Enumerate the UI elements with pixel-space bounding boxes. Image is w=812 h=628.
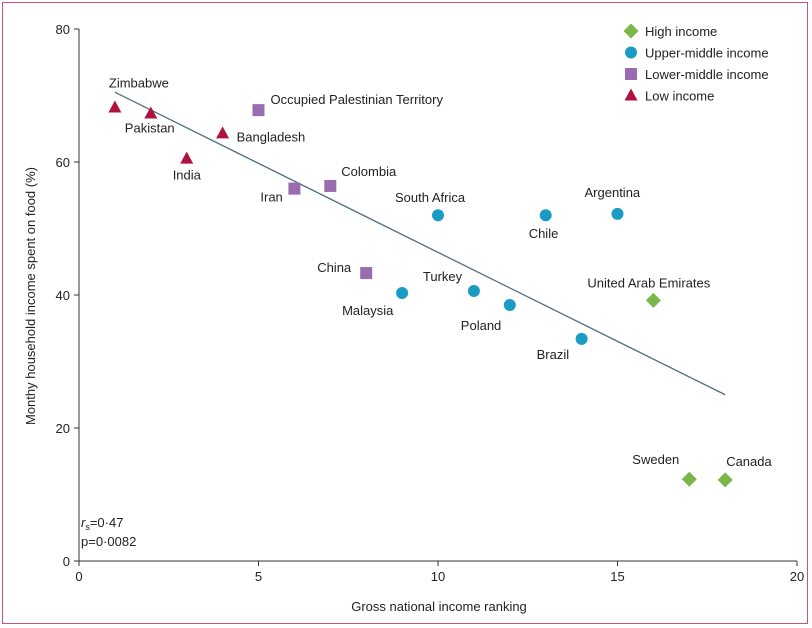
y-tick-label: 80 [56,22,70,37]
stats-annotation: rs=0·47 p=0·0082 [81,515,136,549]
point-label: Malaysia [342,303,394,318]
point-brazil [575,332,588,345]
x-tick-label: 5 [255,569,262,584]
point-label: China [317,260,352,275]
point-label: Chile [529,226,559,241]
point-canada [717,472,733,488]
point-united-arab-emirates [645,292,661,308]
svg-text:rs=0·47: rs=0·47 [81,515,123,532]
legend: High income Upper-middle income Lower-midd… [623,23,769,104]
x-tick-label: 15 [610,569,624,584]
point-south-africa [432,209,444,222]
x-tick-label: 0 [75,569,82,584]
y-axis-label: Monthy household income spent on food (%… [23,167,38,425]
point-label: Occupied Palestinian Territory [271,92,444,107]
point-label: Argentina [585,185,641,200]
point-iran [288,182,301,195]
point-argentina [611,207,624,220]
point-zimbabwe [108,100,122,113]
data-points [108,100,733,488]
legend-marker-triangle [624,88,638,101]
point-turkey [467,285,480,298]
point-label: Turkey [423,269,463,284]
x-tick-label: 20 [790,569,804,584]
y-tick-label: 20 [56,421,70,436]
point-labels: United Arab Emirates Sweden Canada South Af… [109,75,773,468]
legend-marker-square [625,68,637,80]
point-label: Canada [726,454,772,469]
point-label: Colombia [341,164,397,179]
axes: 0 5 10 15 20 0 20 40 60 80 [56,22,805,584]
legend-marker-circle [625,46,637,59]
point-label: United Arab Emirates [587,275,710,290]
point-colombia [324,179,337,192]
point-label: Brazil [537,347,570,362]
point-label: Poland [461,318,501,333]
r-subscript: s [85,522,90,532]
point-label: Zimbabwe [109,75,169,90]
point-chile [539,209,552,222]
point-label: South Africa [395,190,466,205]
y-tick-label: 60 [56,155,70,170]
legend-label: Upper-middle income [645,46,769,61]
legend-label: Low income [645,89,714,104]
point-occupied-palestinian-territory [252,104,265,117]
point-sweden [681,471,697,487]
r-value: =0·47 [90,515,124,530]
trendline-group [114,91,726,396]
point-poland [503,298,516,311]
x-tick-label: 10 [431,569,445,584]
trendline [114,91,726,396]
r-symbol: r [81,515,86,530]
x-axis-label: Gross national income ranking [351,599,527,614]
point-bangladesh [216,126,230,139]
point-pakistan [144,106,158,119]
y-tick-label: 40 [56,288,70,303]
point-malaysia [396,287,409,300]
y-tick-label: 0 [63,554,70,569]
legend-marker-diamond [623,23,639,39]
point-label: Bangladesh [237,129,306,144]
point-label: Pakistan [125,120,175,135]
legend-label: Lower-middle income [645,67,769,82]
point-china [360,267,373,280]
point-label: Sweden [632,452,679,467]
point-label: India [173,168,202,183]
point-label: Iran [260,190,282,205]
legend-label: High income [645,24,717,39]
p-value: p=0·0082 [81,534,136,549]
point-india [180,151,194,164]
